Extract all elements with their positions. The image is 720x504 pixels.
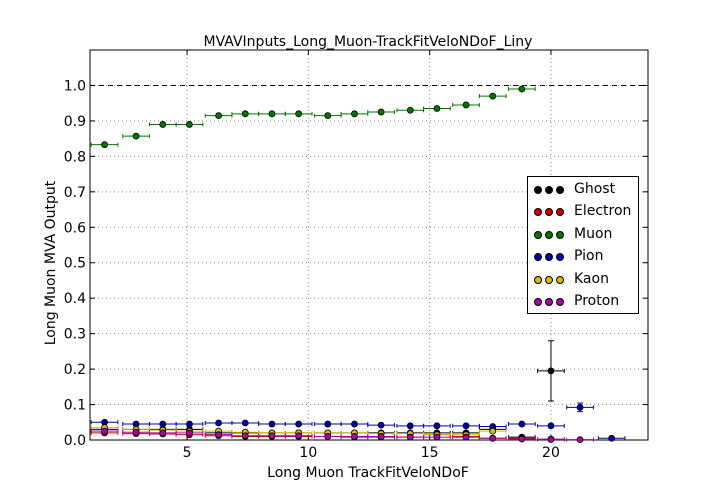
proton-point — [186, 429, 193, 437]
x-tick-label: 10 — [299, 445, 317, 461]
plot-area: 5 10 15 20 0.0 0.1 0.2 0.3 0.4 0.5 0.6 0.7 0.8 0.9 1.0 — [64, 49, 649, 461]
legend-marker-muon — [534, 231, 564, 239]
pion-point — [518, 420, 526, 428]
legend-label-ghost: Ghost — [574, 181, 616, 197]
proton-point — [489, 434, 497, 442]
pion-point — [433, 422, 441, 430]
muon-point — [159, 121, 167, 128]
proton-point — [518, 435, 526, 443]
y-tick-label: 0.1 — [64, 398, 86, 414]
y-tick-label: 1.0 — [64, 78, 86, 94]
pion-point — [159, 420, 167, 428]
y-tick-label: 0.7 — [64, 185, 86, 201]
legend: Ghost Electron Muon Pion Kaon — [527, 176, 639, 314]
proton-point — [101, 427, 108, 435]
chart-title: MVAVInputs_Long_Muon-TrackFitVeloNDoF_Li… — [204, 34, 533, 50]
proton-point — [462, 433, 470, 441]
proton-point — [377, 433, 385, 440]
proton-point — [351, 433, 358, 440]
pion-point — [462, 422, 470, 430]
pion-point — [547, 422, 555, 430]
legend-marker-electron — [534, 208, 564, 216]
muon-point — [268, 110, 276, 118]
muon-point — [489, 92, 497, 100]
proton-point — [324, 433, 332, 440]
y-tick-label: 0.5 — [64, 256, 86, 272]
y-tick-label: 0.2 — [64, 362, 86, 378]
legend-item-ghost: Ghost — [528, 179, 638, 201]
legend-item-electron: Electron — [528, 201, 638, 223]
proton-point — [547, 435, 555, 443]
muon-point — [351, 110, 358, 118]
y-tick-label: 0.9 — [64, 114, 86, 130]
muon-point — [324, 112, 332, 119]
muon-point — [215, 112, 222, 119]
legend-item-kaon: Kaon — [528, 269, 638, 291]
legend-label-muon: Muon — [574, 226, 613, 242]
muon-point — [433, 105, 441, 112]
muon-point — [241, 110, 249, 118]
muon-point — [186, 121, 193, 128]
pion-point — [215, 419, 222, 427]
y-tick-label: 0.8 — [64, 149, 86, 165]
pion-point — [295, 420, 303, 428]
x-tick-label: 5 — [183, 445, 192, 461]
proton-point — [295, 432, 303, 440]
pion-point — [351, 420, 358, 428]
legend-label-proton: Proton — [574, 293, 620, 309]
plot-frame — [89, 49, 649, 441]
pion-point — [377, 421, 385, 429]
pion-point — [406, 422, 414, 430]
ghost-point — [547, 367, 555, 375]
legend-label-electron: Electron — [574, 203, 632, 219]
kaon-point — [489, 427, 497, 435]
legend-label-kaon: Kaon — [574, 271, 609, 287]
x-axis-label: Long Muon TrackFitVeloNDoF — [267, 465, 469, 481]
legend-marker-kaon — [534, 276, 564, 284]
muon-point — [518, 85, 526, 93]
proton-point — [268, 432, 276, 440]
legend-label-pion: Pion — [574, 248, 604, 264]
proton-point — [215, 431, 222, 439]
y-tick-label: 0.3 — [64, 327, 86, 343]
y-tick-label: 0.6 — [64, 220, 86, 236]
muon-point — [406, 106, 414, 114]
pion-point — [268, 420, 276, 428]
muon-point — [101, 141, 108, 149]
proton-point — [159, 429, 167, 437]
muon-point — [295, 110, 303, 118]
y-tick-label: 0.0 — [64, 433, 86, 449]
pion-point — [324, 420, 332, 428]
muon-point — [377, 108, 385, 116]
legend-item-proton: Proton — [528, 291, 638, 313]
proton-point — [433, 433, 441, 441]
y-tick-label: 0.4 — [64, 291, 86, 307]
legend-marker-pion — [534, 253, 564, 261]
pion-point — [186, 420, 193, 428]
legend-marker-proton — [534, 298, 564, 306]
muon-point — [462, 101, 470, 109]
y-axis-label: Long Muon MVA Output — [43, 180, 59, 345]
proton-point — [241, 432, 249, 440]
pion-point — [576, 403, 584, 411]
pion-point — [241, 419, 249, 427]
x-tick-label: 20 — [542, 445, 560, 461]
proton-point — [132, 428, 140, 436]
legend-item-muon: Muon — [528, 224, 638, 246]
x-tick-label: 15 — [421, 445, 439, 461]
pion-point — [608, 434, 616, 442]
muon-point — [132, 132, 140, 140]
proton-point — [406, 433, 414, 441]
legend-item-pion: Pion — [528, 246, 638, 268]
legend-marker-ghost — [534, 186, 564, 194]
proton-point — [576, 436, 584, 444]
